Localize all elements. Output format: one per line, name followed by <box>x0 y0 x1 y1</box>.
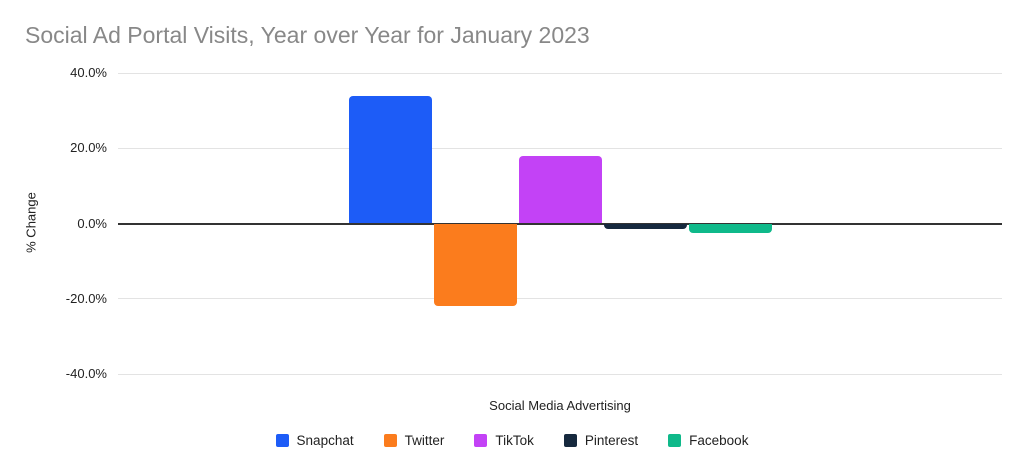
bar-pinterest[interactable] <box>603 223 687 230</box>
gridline <box>118 298 1002 300</box>
bar-snapchat[interactable] <box>348 95 432 224</box>
legend-item-facebook[interactable]: Facebook <box>668 433 748 448</box>
y-tick-label: 40.0% <box>70 65 107 80</box>
legend-swatch-snapchat <box>275 434 289 447</box>
legend-label: Facebook <box>689 433 749 448</box>
gridline <box>118 373 1002 375</box>
gridline <box>118 147 1002 149</box>
legend-item-snapchat[interactable]: Snapchat <box>275 433 354 448</box>
legend-swatch-twitter <box>383 434 397 447</box>
zero-axis-line <box>118 222 1002 225</box>
chart-title: Social Ad Portal Visits, Year over Year … <box>25 22 590 48</box>
legend-item-pinterest[interactable]: Pinterest <box>563 433 639 448</box>
y-tick-label: -40.0% <box>65 366 107 381</box>
legend-label: TikTok <box>495 433 534 448</box>
bar-facebook[interactable] <box>688 223 772 234</box>
legend-label: Snapchat <box>296 433 354 448</box>
chart-legend: Snapchat Twitter TikTok Pinterest Facebook <box>0 433 1024 448</box>
y-axis-title: % Change <box>23 192 39 253</box>
gridline <box>118 72 1002 74</box>
y-tick-label: 20.0% <box>70 140 107 156</box>
legend-swatch-facebook <box>668 434 682 447</box>
bar-twitter[interactable] <box>433 223 517 307</box>
bar-tiktok[interactable] <box>518 155 602 224</box>
plot-area <box>118 72 1002 375</box>
y-tick-label: -20.0% <box>65 290 107 306</box>
legend-swatch-tiktok <box>474 434 488 447</box>
x-axis-title: Social Media Advertising <box>489 398 631 413</box>
legend-label: Pinterest <box>584 433 639 448</box>
y-tick-label: 0.0% <box>77 215 107 231</box>
legend-label: Twitter <box>404 433 445 448</box>
legend-item-tiktok[interactable]: TikTok <box>474 433 534 448</box>
legend-item-twitter[interactable]: Twitter <box>383 433 445 448</box>
legend-swatch-pinterest <box>563 434 577 447</box>
